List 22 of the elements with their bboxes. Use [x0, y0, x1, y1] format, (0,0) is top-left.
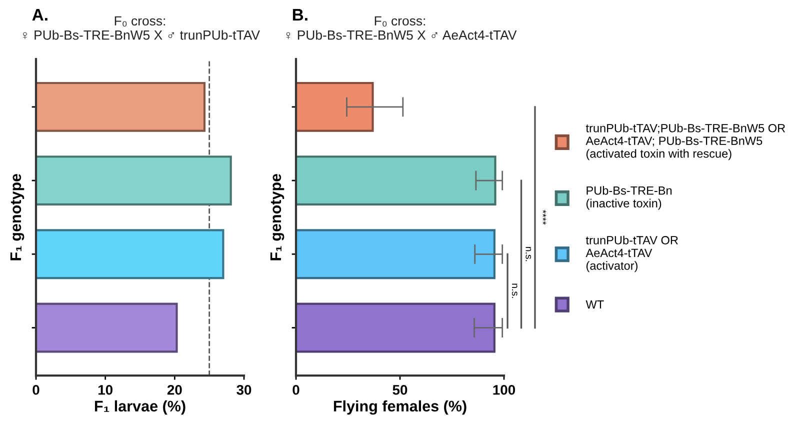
x-tick-label: 20	[167, 384, 182, 395]
y-axis-title: F₁ genotype	[10, 174, 24, 260]
legend-label: WT	[586, 300, 604, 309]
x-tick-label: 100	[493, 384, 516, 395]
bar	[36, 229, 224, 280]
text: ****	[542, 210, 546, 225]
text: n.s.	[526, 246, 532, 262]
x-tick-label: 10	[98, 384, 112, 395]
text: n.s.	[512, 284, 518, 298]
x-tick-label: 30	[236, 384, 252, 395]
legend-label: PUb-Bs-TRE-Bn (inactive toxin)	[586, 186, 672, 210]
x-tick-label: 0	[292, 384, 300, 395]
bar	[36, 302, 178, 353]
x-tick-label: 0	[32, 384, 40, 395]
x-axis-title: Flying females (%)	[334, 400, 466, 415]
legend-label: trunPUb-tTAV OR AeAct4-tTAV (activator)	[586, 236, 678, 272]
legend-label: trunPUb-tTAV;PUb-Bs-TRE-BnW5 OR AeAct4-tTAV; PUb-Bs-TRE-BnW5 (activated toxin with rescue)	[586, 124, 786, 160]
bar	[36, 82, 206, 132]
x-tick-label: 50	[392, 384, 408, 395]
bar	[36, 156, 232, 206]
x-axis-title: F₁ larvae (%)	[94, 400, 186, 415]
y-axis-title: F₁ genotype	[270, 174, 284, 260]
